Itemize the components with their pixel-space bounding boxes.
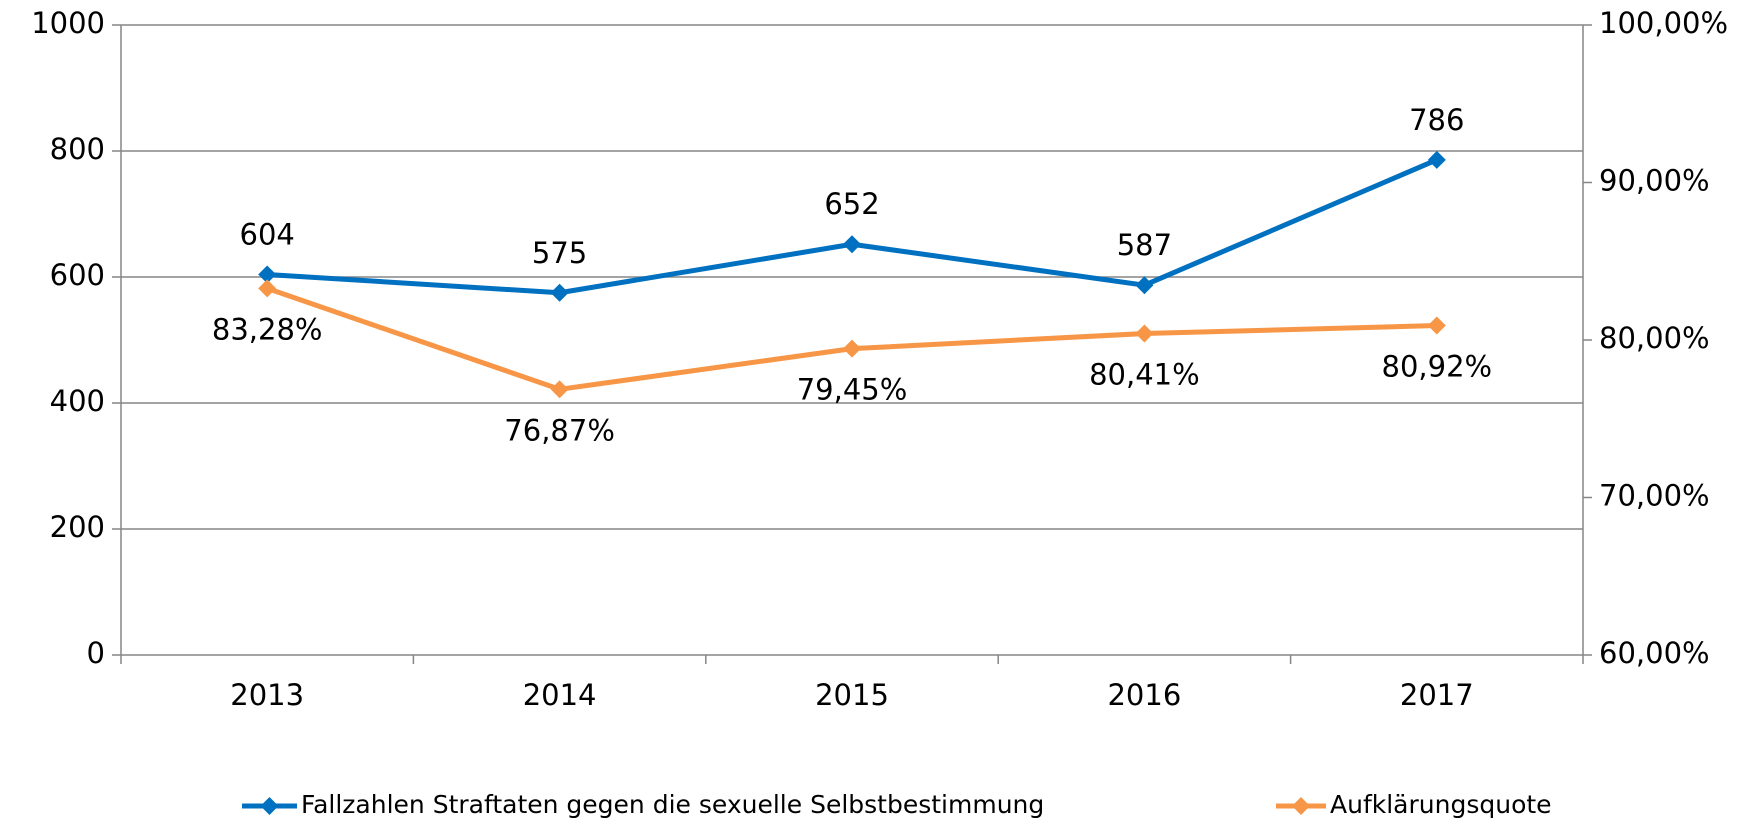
data-label: 79,45% <box>797 373 908 407</box>
legend-marker <box>260 797 279 815</box>
x-tick-label: 2013 <box>230 678 304 712</box>
marker <box>258 279 277 298</box>
y2-tick-label: 70,00% <box>1599 479 1710 513</box>
data-label: 80,41% <box>1089 358 1200 392</box>
marker <box>1135 276 1154 295</box>
y-tick-label: 200 <box>50 510 105 544</box>
x-tick-label: 2014 <box>523 678 597 712</box>
marker <box>843 235 861 254</box>
data-label: 604 <box>240 217 295 251</box>
marker <box>1427 150 1446 169</box>
data-label: 83,28% <box>212 312 323 346</box>
y2-tick-label: 100,00% <box>1599 6 1728 40</box>
data-label: 786 <box>1409 103 1464 137</box>
data-label: 76,87% <box>504 413 615 447</box>
data-label: 587 <box>1117 228 1172 262</box>
y-tick-label: 400 <box>50 384 105 418</box>
marker <box>258 265 277 284</box>
x-tick-label: 2015 <box>815 678 889 712</box>
x-tick-label: 2016 <box>1107 678 1181 712</box>
legend-label: Aufklärungsquote <box>1330 790 1552 819</box>
y-tick-label: 1000 <box>31 6 105 40</box>
marker <box>550 380 569 399</box>
x-tick-label: 2017 <box>1400 678 1474 712</box>
y-tick-label: 600 <box>50 258 105 292</box>
data-label: 652 <box>824 187 879 221</box>
y-tick-label: 800 <box>50 132 105 166</box>
data-label: 575 <box>532 236 587 270</box>
marker <box>843 339 861 358</box>
series-line <box>267 157 1438 296</box>
legend-marker <box>1292 797 1310 815</box>
y2-tick-label: 90,00% <box>1599 164 1710 198</box>
y2-tick-label: 80,00% <box>1599 321 1710 355</box>
data-label: 80,92% <box>1382 350 1493 384</box>
legend-label: Fallzahlen Straftaten gegen die sexuelle… <box>301 790 1044 819</box>
marker <box>1427 316 1446 335</box>
y2-tick-label: 60,00% <box>1599 636 1710 670</box>
marker <box>1135 324 1154 343</box>
marker <box>550 283 569 302</box>
y-tick-label: 0 <box>87 636 105 670</box>
